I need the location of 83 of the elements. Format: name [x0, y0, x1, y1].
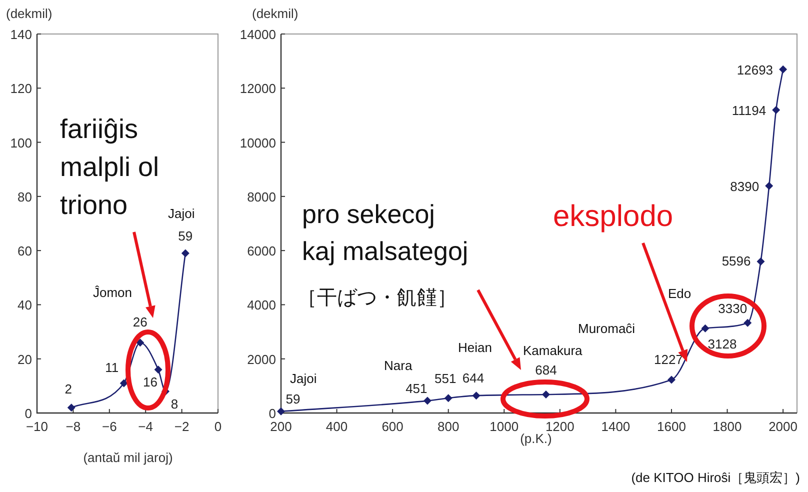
point [181, 249, 190, 258]
data-label: 11194 [732, 102, 766, 118]
annotation: pro sekecoj kaj malsategoj [302, 199, 468, 266]
point [542, 390, 550, 398]
point [779, 65, 788, 74]
data-label: 26 [132, 314, 148, 330]
point [472, 392, 480, 400]
data-label: 1227 [654, 352, 683, 367]
y-tick-label: 12000 [240, 81, 276, 96]
data-label: 5596 [722, 254, 751, 269]
y-tick-label: 10000 [240, 135, 276, 150]
data-label: 16 [143, 374, 158, 390]
x-tick-label: 1400 [601, 419, 630, 434]
point [67, 404, 76, 412]
x-tick-label: 200 [270, 419, 292, 434]
data-label: 59 [178, 228, 193, 244]
y-tick-label: 0 [24, 406, 32, 421]
data-label: 3128 [708, 336, 737, 352]
x-tick-label: 1800 [712, 419, 742, 434]
y-tick-label: 40 [18, 298, 32, 313]
y-tick-label: 4000 [247, 298, 276, 313]
y-tick-label: 100 [10, 135, 32, 150]
data-label: 644 [462, 370, 484, 386]
data-label: 11 [105, 360, 119, 376]
annotation: Muromaĉi [578, 321, 636, 336]
x-axis-title: (antaŭ mil jaroj) [83, 450, 173, 465]
point [154, 366, 162, 374]
y-tick-label: 20 [18, 352, 32, 367]
annotation: Edo [668, 286, 692, 301]
y-tick-label: 140 [10, 27, 32, 42]
data-label: 451 [406, 380, 428, 396]
annotation: Jajoi [290, 371, 317, 386]
point [423, 396, 432, 405]
y-tick-label: 80 [18, 189, 32, 204]
annotation: Jajoi [168, 206, 195, 221]
x-tick-label: −6 [102, 419, 117, 434]
annotation: ［干ばつ・飢饉］ [297, 287, 457, 309]
annotation: Ĵomon [93, 285, 132, 300]
text: (de KITOO Hiroŝi［鬼頭宏］) [631, 470, 800, 485]
point [667, 376, 676, 384]
data-label: 8390 [730, 178, 760, 194]
data-label: 2 [64, 382, 72, 397]
point [772, 106, 780, 114]
point [277, 407, 285, 416]
x-tick-label: 800 [438, 419, 460, 434]
x-tick-label: 0 [214, 419, 222, 434]
x-tick-label: 600 [382, 419, 404, 434]
data-label: 59 [286, 391, 300, 406]
y-axis-title: (dekmil) [252, 6, 298, 21]
data-label: 12693 [736, 62, 774, 78]
point [744, 318, 752, 327]
x-tick-label: −2 [174, 419, 190, 434]
y-tick-label: 0 [268, 406, 276, 421]
x-tick-label: −8 [66, 419, 81, 434]
y-tick-label: 2000 [247, 352, 276, 367]
annotation: fariiĝis malpli ol triono [60, 114, 160, 220]
annotation: Nara [384, 358, 413, 373]
data-label: 684 [535, 362, 557, 378]
point [120, 379, 128, 388]
data-label: 8 [170, 396, 178, 412]
x-tick-label: 400 [326, 419, 348, 434]
x-tick-label: 1200 [545, 419, 574, 434]
annotation: Kamakura [523, 343, 584, 358]
x-tick-label: 1600 [657, 419, 686, 434]
x-tick-label: −10 [26, 419, 48, 434]
point [701, 324, 710, 332]
annotation: Heian [458, 340, 492, 355]
y-axis-title: (dekmil) [6, 6, 52, 21]
point [444, 394, 452, 402]
y-tick-label: 6000 [247, 244, 276, 259]
data-label: 3330 [718, 300, 748, 316]
x-tick-label: 1000 [490, 419, 519, 434]
y-tick-label: 8000 [247, 189, 276, 204]
point [765, 182, 774, 190]
annotation: eksplodo [553, 200, 674, 233]
x-tick-label: 2000 [768, 419, 798, 434]
y-tick-label: 60 [18, 244, 32, 259]
x-axis-title: (p.K.) [520, 431, 552, 446]
data-label: 551 [434, 371, 456, 386]
point [756, 258, 765, 266]
y-tick-label: 120 [10, 81, 32, 96]
x-tick-label: −4 [138, 419, 154, 434]
y-tick-label: 14000 [240, 27, 276, 42]
